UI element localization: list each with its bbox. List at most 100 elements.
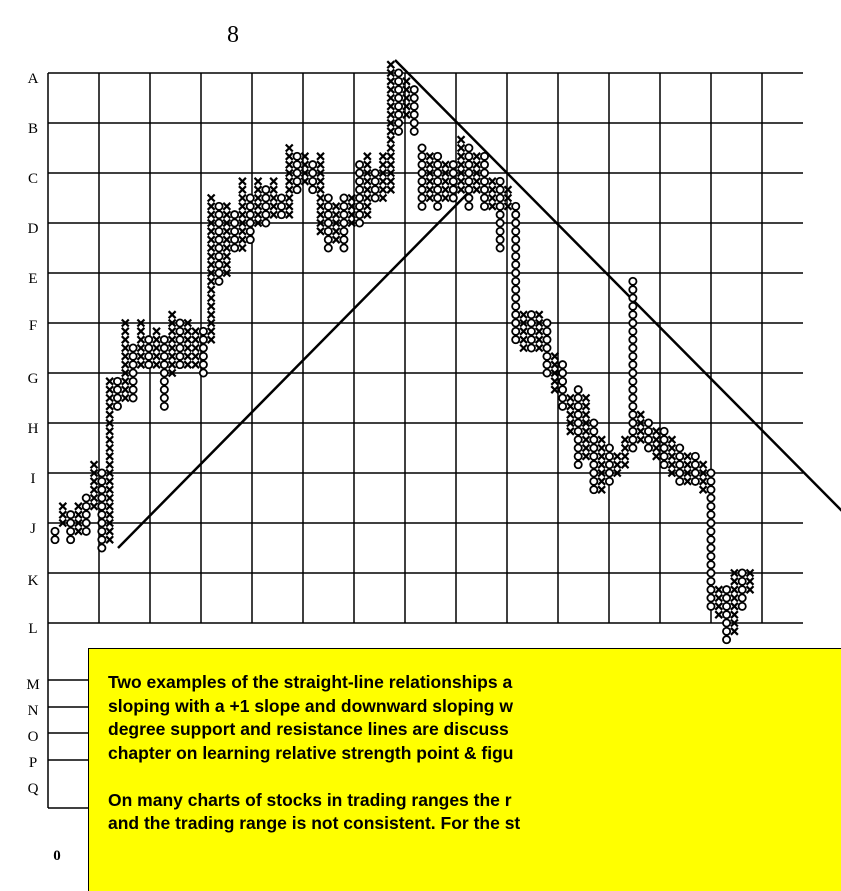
o-box — [276, 210, 286, 220]
x-box — [167, 327, 177, 336]
o-box — [323, 218, 333, 228]
x-box — [456, 143, 466, 153]
o-box — [495, 176, 505, 186]
o-box — [659, 451, 669, 461]
pf-column — [331, 202, 341, 244]
x-box — [105, 427, 114, 436]
o-box — [573, 401, 583, 411]
x-box — [105, 502, 114, 511]
x-box — [183, 343, 193, 353]
o-box — [394, 68, 404, 78]
row-label: L — [28, 621, 37, 637]
x-box — [652, 443, 661, 453]
o-box — [558, 393, 568, 403]
x-box — [698, 460, 708, 469]
o-box — [214, 235, 224, 245]
o-box — [628, 360, 638, 370]
pf-column — [386, 60, 396, 194]
o-box — [339, 226, 349, 236]
o-box — [737, 568, 747, 578]
o-box — [230, 218, 240, 228]
o-box — [464, 176, 474, 186]
x-box — [730, 627, 739, 636]
o-box — [214, 210, 224, 220]
o-box — [409, 126, 419, 136]
x-box — [597, 443, 606, 453]
o-box — [628, 410, 638, 420]
o-box — [511, 201, 521, 211]
pf-column — [441, 160, 450, 203]
x-box — [456, 168, 466, 178]
pf-column — [370, 168, 380, 203]
o-box — [643, 426, 653, 436]
o-box — [526, 343, 536, 353]
o-box — [659, 460, 669, 470]
o-box — [628, 301, 638, 311]
x-box — [581, 427, 591, 436]
o-box — [628, 418, 638, 428]
o-box — [464, 201, 474, 211]
o-box — [433, 193, 443, 203]
o-box — [230, 235, 240, 245]
x-box — [300, 160, 310, 169]
pf-column — [222, 202, 232, 278]
o-box — [144, 335, 154, 345]
o-box — [394, 101, 404, 111]
o-box — [175, 326, 185, 336]
x-box — [238, 210, 247, 219]
x-box — [238, 177, 247, 186]
x-box — [386, 168, 396, 178]
x-box — [652, 452, 661, 461]
pf-column — [542, 318, 552, 378]
pf-column — [253, 177, 263, 228]
pf-column — [284, 143, 294, 219]
x-box — [550, 385, 560, 394]
o-box — [643, 418, 653, 428]
o-box — [245, 235, 255, 245]
o-box — [511, 226, 521, 236]
x-box — [597, 468, 606, 478]
x-box — [121, 368, 130, 378]
o-box — [417, 168, 427, 178]
x-box — [636, 410, 645, 419]
o-box — [706, 593, 716, 603]
x-box — [363, 160, 372, 169]
o-box — [511, 260, 521, 270]
o-box — [394, 126, 404, 136]
x-box — [105, 418, 114, 428]
x-box — [74, 502, 83, 511]
x-box — [121, 318, 130, 328]
o-box — [214, 260, 224, 270]
o-box — [198, 343, 208, 353]
pf-column — [581, 393, 591, 461]
x-box — [519, 327, 528, 336]
o-box — [214, 268, 224, 278]
o-box — [511, 210, 521, 220]
o-box — [542, 343, 552, 353]
o-box — [339, 218, 349, 228]
x-box — [581, 402, 591, 411]
o-box — [511, 301, 521, 311]
o-box — [706, 560, 716, 570]
x-box — [425, 160, 435, 169]
x-box — [378, 152, 388, 161]
row-label: J — [30, 521, 36, 537]
x-box — [206, 202, 216, 211]
o-box — [245, 201, 255, 211]
o-box — [198, 360, 208, 370]
x-box — [566, 410, 575, 419]
o-box — [464, 168, 474, 178]
x-box — [503, 193, 513, 203]
o-box — [214, 201, 224, 211]
o-box — [511, 243, 521, 253]
o-box — [495, 243, 505, 253]
x-box — [206, 268, 216, 278]
x-box — [667, 435, 677, 444]
pf-column — [167, 310, 177, 378]
x-box — [89, 485, 99, 494]
x-box — [581, 435, 591, 444]
o-box — [511, 285, 521, 295]
x-box — [183, 327, 193, 336]
x-box — [136, 335, 146, 344]
o-box — [558, 368, 568, 378]
